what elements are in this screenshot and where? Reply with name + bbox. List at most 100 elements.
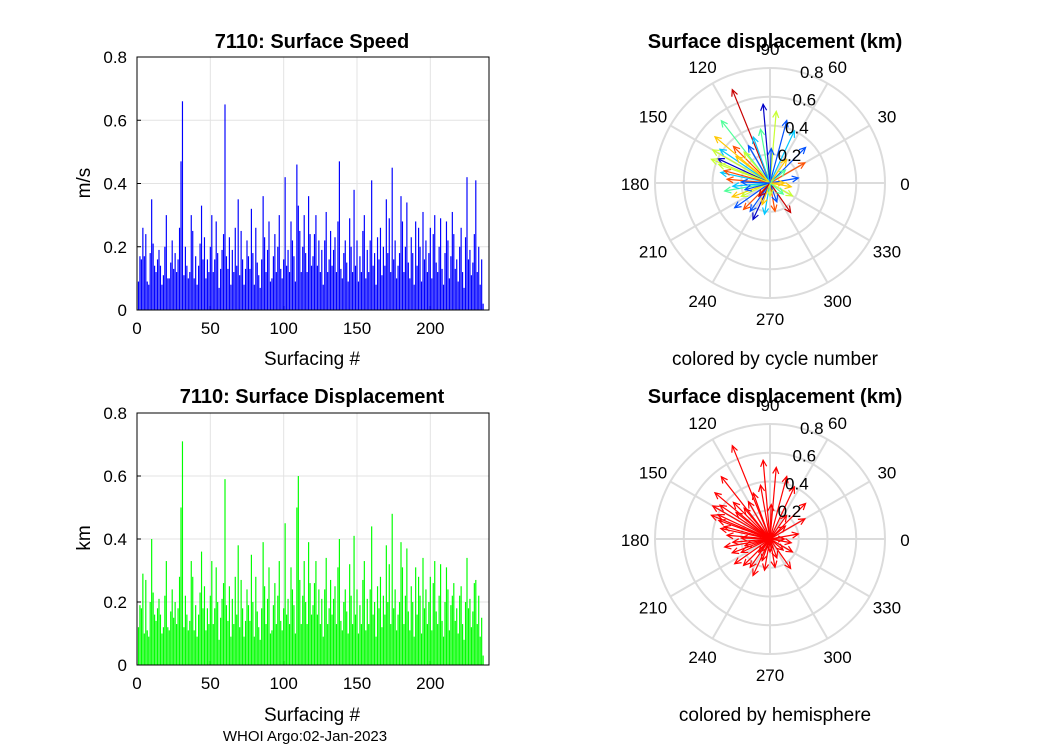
displacement-bar [277,595,279,665]
polar-hemisphere-angle-label: 0 [900,531,909,550]
speed-bar [145,234,147,310]
speed-bar [180,161,182,310]
polar-hemisphere-vector [759,485,771,540]
speed-grid: 0 50 100 150 200 0 0.2 0.4 0.6 0.8 [103,48,489,338]
displacement-bar [450,605,452,665]
polar-cycle-vector-head [758,127,766,137]
speed-bar [277,246,279,310]
speed-bar [368,272,370,310]
speed-bar [183,275,185,310]
displacement-bar [359,605,361,665]
speed-bar [242,259,244,310]
displacement-x-tick-label: 0 [132,674,141,693]
speed-bar [444,253,446,310]
polar-hemisphere-vector-head [791,531,800,539]
speed-bar [280,268,282,310]
displacement-bar [268,567,270,665]
speed-bar [290,221,292,310]
speed-bar [287,249,289,310]
displacement-bar [442,636,445,665]
speed-bar [425,240,427,310]
speed-bar [208,272,210,310]
polar-cycle-vector [769,182,778,203]
polar-hemisphere-vector-head [797,518,807,526]
polar-hemisphere-vector-head [711,505,720,513]
speed-bar [209,246,211,310]
polar-cycle-vector-head [758,189,766,198]
displacement-bar [394,589,396,665]
polar-hemisphere-radius-label: 0.8 [800,419,824,438]
polar-cycle-radius-label: 0.8 [800,63,824,82]
polar-hemisphere-vector-head [758,545,766,554]
displacement-bar [327,624,329,665]
displacement-bar [300,624,302,665]
displacement-bar [162,627,164,665]
speed-bar [422,211,424,310]
polar-hemisphere-radius-label: 0.2 [778,502,802,521]
speed-bar [171,240,173,310]
polar-cycle-vector-head [725,176,734,184]
speed-bar [278,215,280,310]
speed-bar [158,249,160,310]
speed-bar [243,284,245,310]
displacement-bar [366,598,368,665]
speed-bar [174,253,176,310]
polar-hemisphere-vector-head [767,503,775,512]
displacement-bar [426,624,428,665]
displacement-bar [275,624,277,665]
polar-hemisphere-vector-head [751,491,759,501]
displacement-bar [435,611,437,665]
speed-bar [227,268,229,310]
displacement-bar [181,441,184,665]
displacement-bar [220,617,222,665]
polar-cycle-vector [769,169,786,184]
polar-hemisphere-vector [769,502,807,540]
speed-bar [328,259,330,310]
speed-bar [275,272,277,310]
polar-cycle-vector [769,177,799,184]
displacement-bar [214,608,216,665]
speed-bar [437,272,439,310]
polar-cycle-vector-head [723,186,732,194]
polar-cycle-radius-label: 0.4 [785,118,809,137]
polar-cycle-vector-head [784,205,792,214]
polar-cycle-angle-label: 0 [900,175,909,194]
displacement-bar [308,542,310,665]
displacement-bar [429,576,431,665]
speed-bar [374,253,376,310]
displacement-bar [352,624,354,665]
polar-hemisphere-vector [732,501,771,540]
displacement-bar [472,611,474,665]
speed-bar [315,215,317,310]
polar-cycle-vector-head [722,168,732,176]
polar-hemisphere-vector-head [733,557,742,565]
speed-bar [442,284,445,310]
speed-bar [256,262,258,310]
polar-cycle-vector [732,145,771,184]
displacement-bar [305,602,307,665]
polar-hemisphere-radius-label: 0.4 [785,474,809,493]
footer-credit: WHOI Argo:02-Jan-2023 [223,728,387,745]
speed-bar [394,240,396,310]
polar-cycle-vector-head [760,102,768,111]
displacement-bar [302,595,304,665]
displacement-bar [346,611,348,665]
polar-hemisphere-angle-label: 330 [873,599,901,618]
speed-bar [228,237,230,310]
polar-cycle-vector [741,181,771,184]
displacement-bar [146,630,148,665]
displacement-bar [409,630,411,665]
speed-bar [247,256,250,310]
polar-hemisphere-vector [769,476,788,540]
polar-hemisphere-vector [769,533,799,540]
polar-hemisphere-vector-head [743,507,751,516]
speed-bar [381,275,383,310]
speed-bar [404,246,406,310]
speed-bar [297,205,299,310]
displacement-bar [233,624,235,665]
speed-bar [349,218,351,310]
displacement-bar [404,595,406,665]
displacement-bar [212,624,214,665]
speed-bar [357,281,360,310]
